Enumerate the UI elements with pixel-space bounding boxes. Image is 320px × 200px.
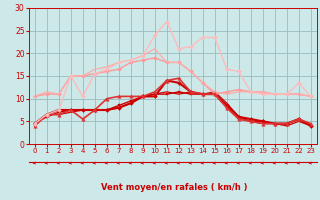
Text: Vent moyen/en rafales ( km/h ): Vent moyen/en rafales ( km/h ) xyxy=(101,183,248,192)
